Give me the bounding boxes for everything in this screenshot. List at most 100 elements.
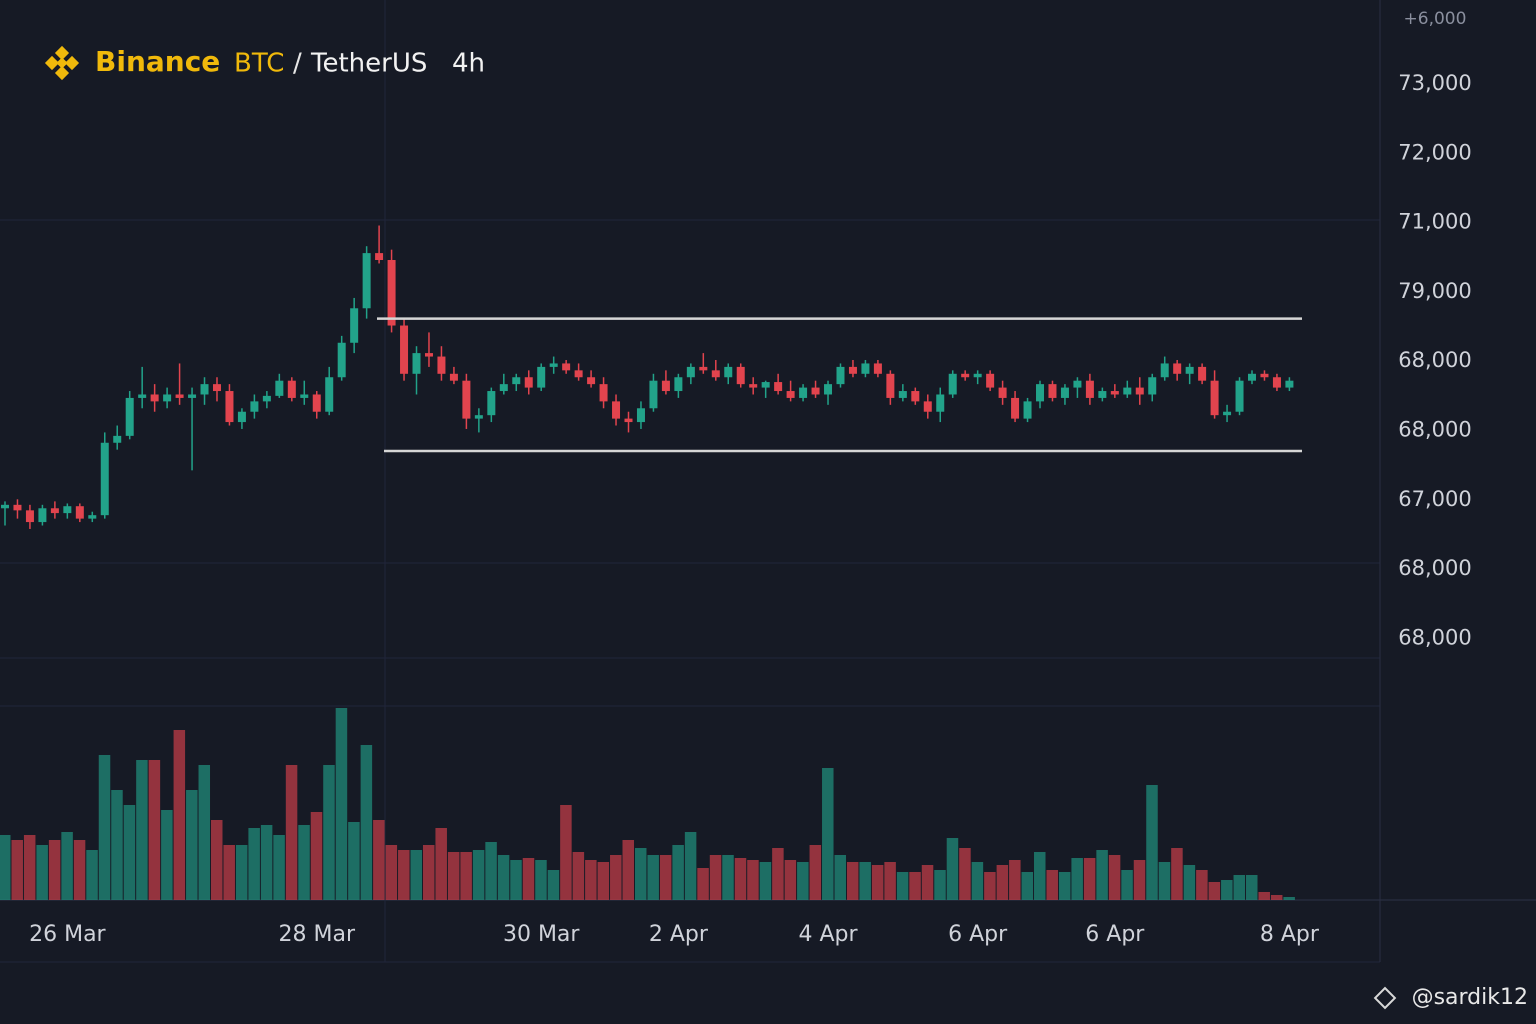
- volume-bar: [61, 832, 73, 900]
- candle-body: [786, 391, 795, 398]
- volume-bar: [809, 845, 822, 900]
- candle-body: [661, 380, 670, 392]
- volume-bar: [1071, 858, 1083, 900]
- candle-body: [1, 504, 9, 509]
- volume-bar: [23, 835, 36, 900]
- exchange-name: Binance: [95, 45, 220, 78]
- candle-body: [487, 391, 496, 416]
- volume-bar: [273, 835, 285, 900]
- quote: TetherUS: [310, 49, 427, 79]
- candle-body: [262, 395, 271, 402]
- watermark: @sardik12: [1412, 985, 1528, 1010]
- candle-body: [350, 308, 359, 343]
- candle-body: [562, 363, 571, 371]
- volume-bar: [884, 862, 896, 900]
- candle-body: [437, 356, 446, 374]
- volume-bar: [921, 865, 934, 900]
- candle-body: [275, 380, 284, 396]
- volume-bar: [11, 840, 23, 900]
- candle-body: [774, 382, 783, 392]
- volume-bar: [597, 862, 610, 900]
- volume-bar: [86, 850, 98, 900]
- y-axis-label: 79,000: [1398, 279, 1471, 303]
- candle-body: [474, 415, 483, 419]
- candle-body: [400, 325, 409, 374]
- candle-body: [50, 508, 59, 514]
- volume-bar: [73, 840, 86, 900]
- candle-body: [100, 442, 109, 516]
- candle-body: [250, 401, 259, 412]
- volume-bar: [198, 765, 211, 900]
- candle-body: [1148, 377, 1157, 395]
- candle-body: [986, 373, 995, 388]
- volume-bar: [946, 838, 959, 900]
- volume-bar: [672, 845, 684, 900]
- volume-bar: [260, 825, 273, 900]
- candle-body: [886, 373, 895, 398]
- candle-body: [225, 391, 234, 423]
- volume-bar: [285, 765, 298, 900]
- volume-bar: [348, 822, 360, 900]
- y-axis-label: 73,000: [1398, 71, 1471, 95]
- pane-grid: [0, 0, 1536, 963]
- candle-body: [387, 260, 396, 326]
- volume-bar: [210, 820, 223, 900]
- volume-bar: [896, 872, 909, 900]
- volume-bar: [173, 730, 186, 900]
- volume-bar: [1183, 865, 1196, 900]
- separator: /: [293, 49, 302, 79]
- candle-body: [38, 508, 47, 523]
- volume-bar: [248, 828, 260, 900]
- candle-body: [375, 253, 384, 260]
- candle-body: [1198, 366, 1207, 381]
- volume-bar: [959, 848, 971, 900]
- candle-body: [749, 384, 758, 388]
- candle-body: [1060, 387, 1069, 398]
- candle-body: [674, 377, 683, 392]
- volume-bar: [522, 858, 535, 900]
- volume-bar: [846, 862, 859, 900]
- candle-body: [1272, 377, 1281, 388]
- candle-body: [574, 370, 583, 378]
- candle-body: [799, 387, 808, 398]
- candle-body: [1260, 373, 1269, 378]
- volume-bar: [871, 865, 884, 900]
- candle-body: [736, 366, 745, 385]
- volume-bar: [235, 845, 248, 900]
- volume-bar: [310, 812, 323, 900]
- candle-body: [537, 366, 546, 388]
- volume-bar: [859, 862, 871, 900]
- candle-body: [163, 394, 172, 402]
- volume-bar: [934, 870, 946, 900]
- volume-bar: [1058, 872, 1071, 900]
- volume-bar: [1096, 850, 1108, 900]
- volume-bar: [1083, 858, 1096, 900]
- candle-body: [300, 394, 309, 398]
- volume-bar: [709, 855, 722, 900]
- x-tick-label: 26 Mar: [29, 922, 106, 947]
- volume-bar: [647, 855, 659, 900]
- x-tick-label: 30 Mar: [503, 922, 580, 947]
- candle-body: [923, 401, 932, 412]
- candle-body: [811, 387, 820, 395]
- volume-bar: [136, 760, 148, 900]
- candle-body: [911, 391, 920, 402]
- volume-bar: [697, 868, 709, 900]
- volume-bar: [36, 845, 48, 900]
- candle-body: [325, 377, 334, 412]
- volume-bar: [161, 810, 173, 900]
- volume-bar: [734, 858, 747, 900]
- candle-body: [724, 366, 733, 378]
- volume-bar: [996, 865, 1009, 900]
- volume-bar: [1121, 870, 1133, 900]
- candle-body: [1085, 380, 1094, 398]
- candle-body: [412, 353, 421, 374]
- x-tick-label: 6 Apr: [948, 922, 1008, 947]
- candle-body: [200, 384, 209, 395]
- candles: [1, 225, 1294, 529]
- y-axis-label: 68,000: [1398, 625, 1471, 649]
- x-tick-label: 4 Apr: [798, 922, 858, 947]
- candle-body: [237, 411, 246, 423]
